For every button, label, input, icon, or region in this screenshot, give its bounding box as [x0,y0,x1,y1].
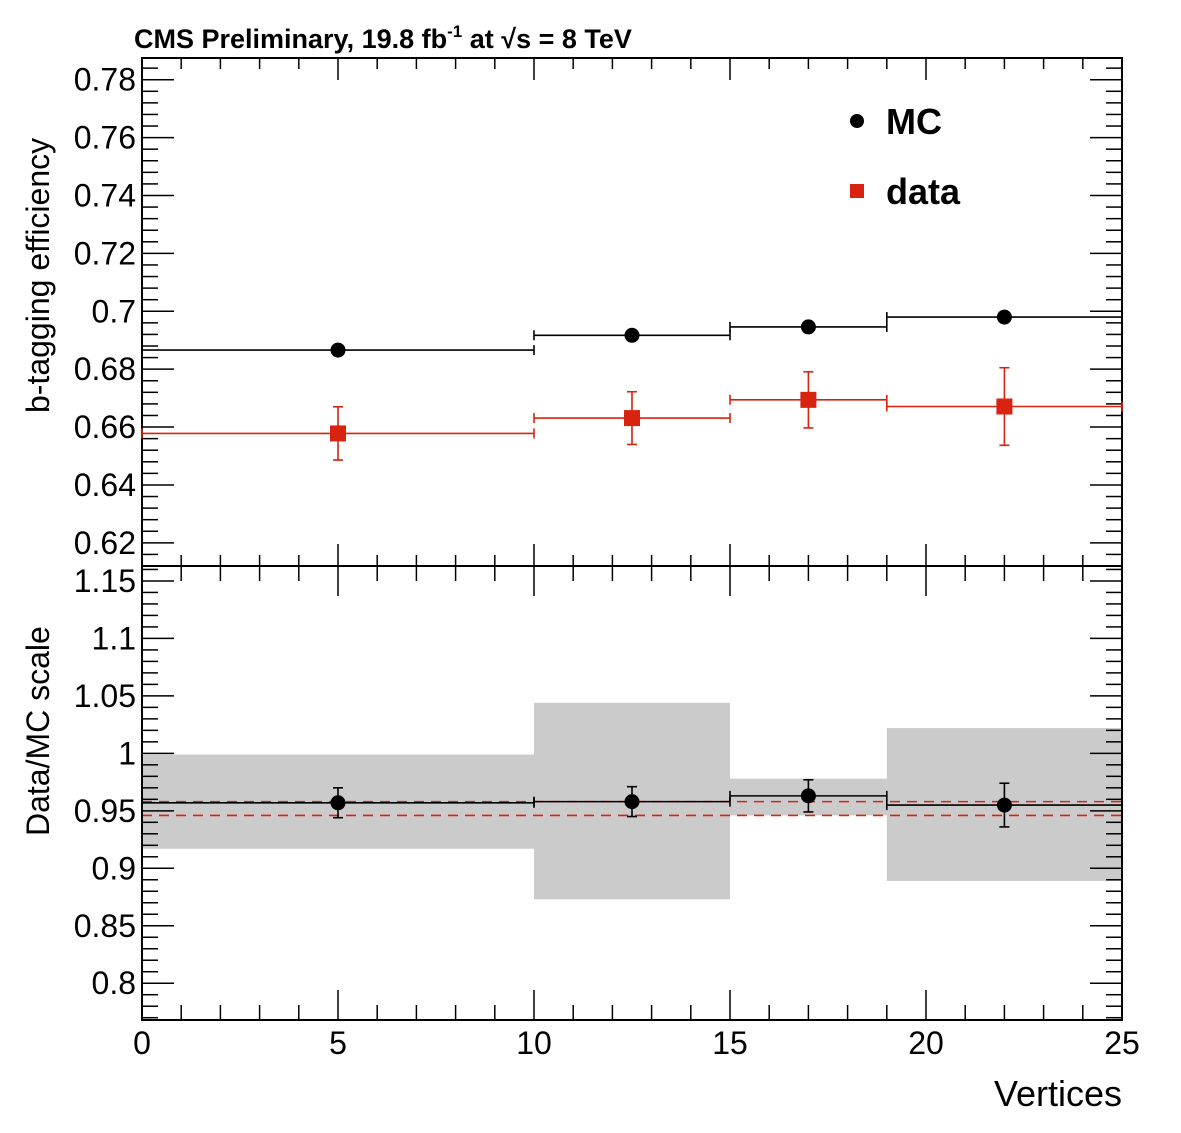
MC-point [800,319,816,335]
data-point [996,398,1013,415]
lower-y-tick-label: 1.15 [74,563,136,599]
lower-y-tick-label: 1.1 [92,620,136,656]
x-axis-label: Vertices [994,1073,1122,1114]
data-point [800,391,817,408]
upper-y-tick-label: 0.7 [92,293,136,329]
upper-y-tick-label: 0.74 [74,177,136,213]
upper-y-tick-label: 0.68 [74,351,136,387]
upper-y-tick-label: 0.72 [74,235,136,271]
x-tick-label: 15 [712,1025,748,1061]
upper-y-axis-label: b-tagging efficiency [20,138,56,413]
chart-title-energy: s = 8 TeV [516,24,632,54]
ratio-point [800,788,816,804]
sqrt-symbol: √ [501,24,516,54]
lower-panel: 0.8 0.85 0.9 0.95 1 1.05 1.1 1.15 0 5 10 15 20 25 [74,563,1140,1061]
upper-frame [141,57,1123,567]
lower-y-tick-label: 1 [118,735,136,771]
MC-point [624,327,640,343]
chart-title-sup: -1 [447,22,462,41]
lower-y-tick-label: 1.05 [74,678,136,714]
chart-title-rest: at [462,24,501,54]
legend-mc-marker [850,114,864,128]
legend: MC data [850,101,961,212]
lower-y-tick-label: 0.85 [74,908,136,944]
upper-y-tick-label: 0.62 [74,525,136,561]
lower-frame [141,565,1123,1021]
lower-y-tick-label: 0.95 [74,793,136,829]
MC-point [330,342,346,358]
legend-mc-label: MC [886,101,942,142]
legend-data-marker [850,184,864,198]
lower-y-tick-label: 0.9 [92,850,136,886]
ratio-point [624,794,640,810]
upper-y-tick-label: 0.64 [74,467,136,503]
chart-title: CMS Preliminary, 19.8 fb-1 at √s = 8 TeV [134,22,632,54]
x-tick-label: 5 [329,1025,347,1061]
chart-title-main: CMS Preliminary, 19.8 fb [134,24,447,54]
lower-y-axis-label: Data/MC scale [20,626,56,836]
data-point [330,425,346,442]
upper-y-tick-label: 0.76 [74,120,136,156]
upper-y-tick-label: 0.78 [74,62,136,98]
x-tick-label: 10 [516,1025,552,1061]
upper-panel: 0.62 0.64 0.66 0.68 0.7 0.72 0.74 0.76 0.78 [74,57,1123,567]
data-point [624,410,640,427]
MC-point [996,309,1012,325]
lower-y-tick-label: 0.8 [92,965,136,1001]
x-tick-label: 0 [133,1025,151,1061]
x-tick-label: 20 [908,1025,944,1061]
ratio-point [330,795,346,811]
ratio-point [996,797,1012,813]
legend-data-label: data [886,171,961,212]
upper-y-tick-label: 0.66 [74,409,136,445]
x-tick-label: 25 [1104,1025,1140,1061]
